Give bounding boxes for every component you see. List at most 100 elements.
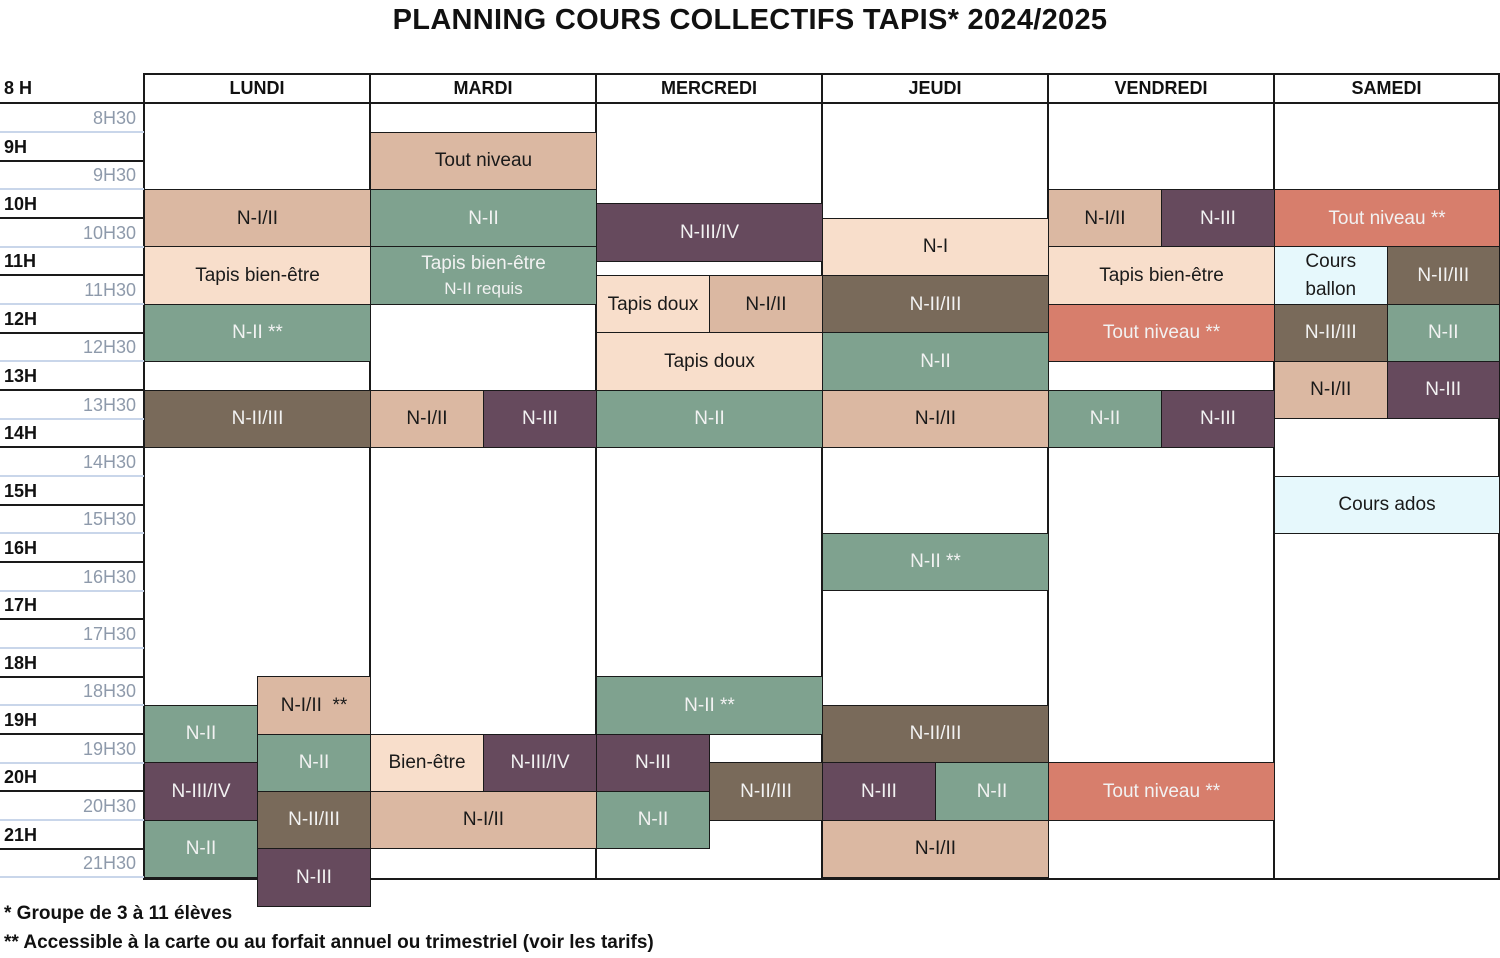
grid-line [0,532,144,535]
grid-line [0,876,144,879]
session-label: Tapis bien-être [1099,264,1224,286]
session-block: N-I/II [822,389,1049,449]
session-block: N-II/III [257,791,371,850]
session-label: N-II [185,723,217,745]
session-block: N-III [1161,389,1275,449]
time-label-half: 10H30 [82,222,136,243]
session-text: N-II [186,720,217,748]
session-block: N-I/II [370,389,484,449]
grid-line [0,847,144,850]
time-label-half: 11H30 [84,279,136,300]
session-label: N-III [1200,408,1236,430]
session-text: N-I/II [915,405,956,433]
session-label: N-I/II [914,838,957,860]
session-text: Cours ados [1338,491,1435,519]
session-block: N-II/III [1386,246,1500,305]
time-label-hour: 12H [4,308,38,329]
grid-line [0,245,144,248]
session-block: N-I/II [144,189,371,248]
grid-line [369,73,371,880]
session-sublabel: ballon [1305,278,1357,300]
session-block: N-II [935,762,1049,821]
session-text: N-II ** [684,692,735,720]
session-label: N-I/II [1310,379,1352,401]
session-text: N-II [1090,405,1121,433]
session-label: N-II/III [288,809,340,831]
session-block: N-II [144,819,258,878]
time-label-hour: 16H [4,537,38,558]
time-label-half: 13H30 [82,394,136,415]
time-label-hour: 18H [4,652,38,673]
time-label-hour: 19H [4,709,38,730]
session-text: Tapis doux [664,348,755,376]
session-text: Tapis doux [608,291,699,319]
time-label-half: 8H30 [92,108,136,128]
grid-line [143,73,145,880]
session-text: N-I/II [406,405,447,433]
grid-line [0,360,144,363]
session-label: Tapis bien-être [421,252,546,274]
session-text: Tout niveau ** [1103,319,1220,347]
grid-line [0,388,144,391]
session-text: N-I/II [1084,205,1125,233]
session-label: N-II [468,207,499,229]
session-label: N-I/II [236,207,279,229]
time-label-half: 21H30 [82,853,136,874]
session-label: Bien-être [388,752,466,774]
session-label: N-III/IV [679,221,740,243]
session-label: N-I/II [462,809,505,831]
footnote-access: ** Accessible à la carte ou au forfait a… [4,932,654,953]
session-text: N-II [299,749,330,777]
session-block: N-II/III [709,762,823,821]
session-text: N-II ** [232,319,283,347]
session-block: Tapis doux [596,275,710,334]
grid-line [0,159,144,162]
session-label: Cours ados [1338,494,1436,516]
grid-line [1047,73,1049,880]
grid-line [0,732,144,735]
session-label: N-I/II [406,408,448,430]
session-text: Tout niveau [435,147,532,175]
session-block: N-II/III [822,705,1049,764]
session-block: N-I/II ** [257,676,371,735]
session-block: N-I/II [1048,189,1162,248]
session-text: N-II [638,806,669,834]
session-label: N-II [637,809,669,831]
time-label-half: 18H30 [82,681,136,702]
session-block: N-I/II [709,275,823,334]
session-text: N-II ** [910,548,961,576]
session-block: Tout niveau ** [1048,762,1275,821]
session-block: N-II [1048,389,1162,449]
session-label: Tout niveau ** [1102,780,1221,802]
session-text: N-II/III [232,405,284,433]
session-block: N-I [822,217,1049,277]
time-label-half: 14H30 [82,451,136,472]
time-label-hour: 17H [4,595,38,616]
session-block: Tout niveau ** [1274,189,1500,248]
session-block: N-II [596,791,710,850]
session-text: N-III [296,864,332,892]
session-text: N-III/IV [171,778,230,806]
session-label: N-III [522,408,558,430]
grid-line [0,302,144,305]
session-text: N-II [1428,319,1459,347]
grid-line [821,73,823,880]
grid-line [0,274,144,277]
session-label: N-II/III [231,408,284,430]
session-text: N-III [861,778,897,806]
session-text: N-I/II [463,806,504,834]
session-text: Tout niveau ** [1328,205,1445,233]
session-label: N-II [185,838,217,860]
page-title: PLANNING COURS COLLECTIFS TAPIS* 2024/20… [392,4,1108,36]
session-text: Tapis bien-être [195,262,320,290]
session-text: N-III/IV [510,749,569,777]
time-label-hour: 20H [4,767,38,788]
session-block: N-II [144,705,258,764]
time-label-hour: 14H [4,423,38,444]
time-label-hour: 21H [4,824,38,845]
session-block: N-II [257,733,371,792]
grid-line [0,560,144,563]
time-label-half: 9H30 [92,165,136,186]
session-text: N-I/II ** [281,692,348,720]
session-text: N-II/III [910,291,962,319]
